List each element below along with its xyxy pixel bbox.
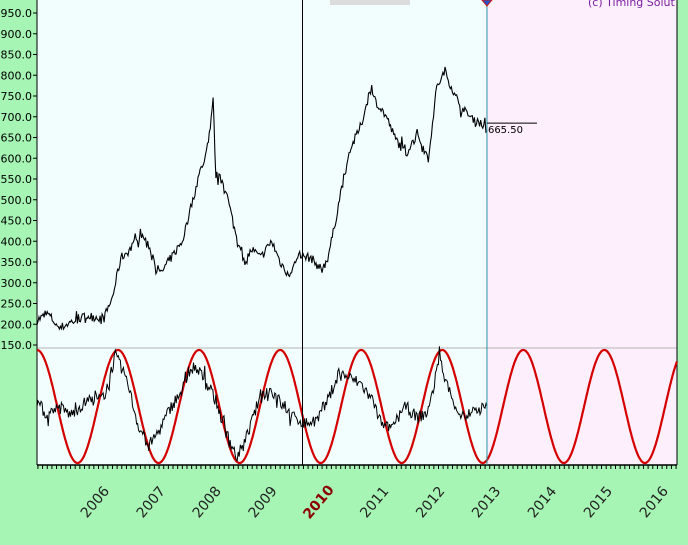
oscillator-line	[36, 346, 488, 462]
y-tick-label: 450.0	[1, 215, 33, 228]
y-tick-label: 250.0	[1, 298, 33, 311]
y-tick-label: 850.0	[1, 49, 33, 62]
y-tick-label: 200.0	[1, 318, 33, 331]
y-tick-label: 750.0	[1, 90, 33, 103]
current-bar-marker-icon[interactable]	[481, 0, 493, 7]
last-price-label: 665.50	[488, 125, 523, 136]
top-scroll-tab[interactable]	[330, 0, 410, 5]
projection-zone	[486, 0, 677, 465]
y-tick-label: 650.0	[1, 132, 33, 145]
price-y-axis: 950.0 900.0 850.0 800.0 750.0 700.0 650.0 600.0…	[1, 7, 37, 352]
y-tick-label: 600.0	[1, 152, 33, 165]
y-tick-label: 500.0	[1, 194, 33, 207]
copyright-text: (c) Timing Solut	[588, 0, 676, 9]
y-tick-label: 300.0	[1, 277, 33, 290]
y-tick-label: 700.0	[1, 111, 33, 124]
y-tick-label: 900.0	[1, 28, 33, 41]
price-line	[36, 66, 488, 331]
y-tick-label: 550.0	[1, 173, 33, 186]
y-tick-label: 400.0	[1, 235, 33, 248]
cycle-projection-line	[36, 348, 679, 465]
y-tick-label: 350.0	[1, 256, 33, 269]
y-tick-label: 950.0	[1, 7, 33, 20]
y-tick-label: 800.0	[1, 69, 33, 82]
y-tick-label: 150.0	[1, 339, 33, 352]
